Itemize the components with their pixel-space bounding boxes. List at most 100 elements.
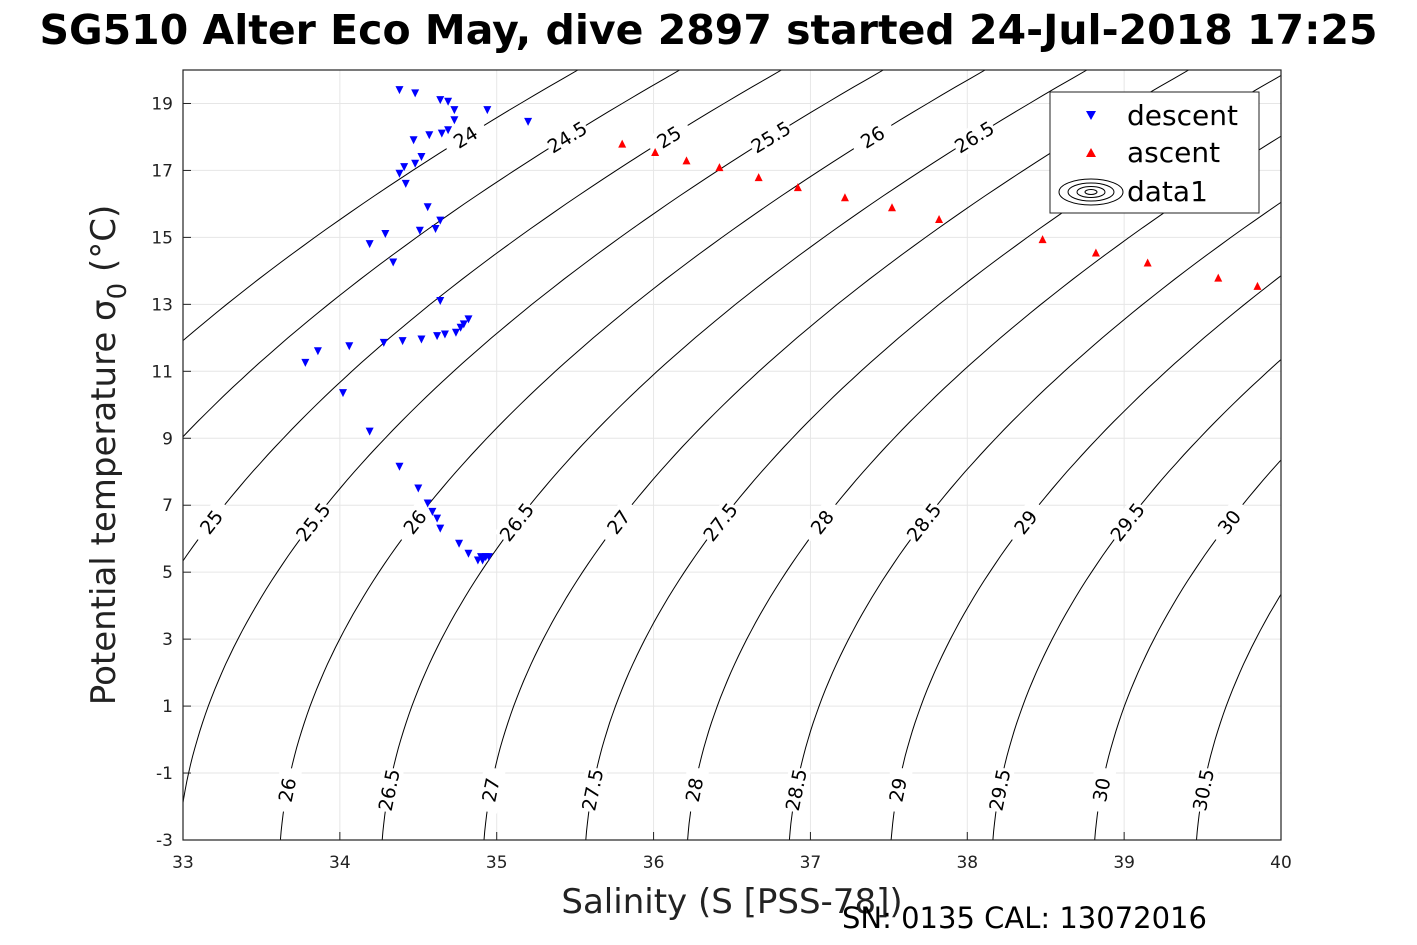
- legend-marker-ascent: [1086, 148, 1096, 157]
- contour-label-bg: [494, 497, 539, 547]
- data-point-ascent: [887, 203, 896, 212]
- data-point-ascent: [1214, 273, 1223, 282]
- data-point-descent: [440, 330, 449, 339]
- density-contour-labels: 24 24.5 252525.525.526262626.526.526.52727…: [188, 116, 1252, 814]
- data-point-descent: [409, 136, 418, 145]
- y-tick-label: 19: [151, 94, 173, 114]
- y-tick-label: -1: [156, 764, 173, 784]
- contour-label-bg: [188, 497, 234, 547]
- data-point-descent: [444, 97, 453, 106]
- data-point-ascent: [1253, 281, 1262, 290]
- data-point-descent: [456, 323, 465, 332]
- data-point-ascent: [618, 139, 627, 148]
- contour-label-bg: [1187, 766, 1219, 814]
- contour-label-bg: [440, 116, 490, 158]
- data-point-descent: [433, 332, 442, 341]
- data-point-ascent: [840, 193, 849, 202]
- y-tick-label: 15: [151, 228, 173, 248]
- x-tick-label: 34: [329, 853, 351, 873]
- legend-item-ascent: ascent: [1086, 136, 1220, 169]
- chart-title: SG510 Alter Eco May, dive 2897 started 2…: [0, 6, 1417, 54]
- legend-label-ascent: ascent: [1127, 136, 1220, 169]
- data-point-descent: [411, 89, 420, 98]
- x-tick-label: 40: [1270, 853, 1292, 873]
- y-tick-label: 13: [151, 295, 173, 315]
- legend-label-descent: descent: [1127, 99, 1238, 132]
- contour-label-bg: [984, 766, 1015, 814]
- data-point-ascent: [793, 183, 802, 192]
- contour-label-bg: [949, 116, 999, 158]
- legend-marker-descent: [1086, 111, 1096, 120]
- data-point-descent: [400, 163, 409, 172]
- data-point-descent: [395, 462, 404, 471]
- density-contour: [381, 70, 1088, 840]
- x-tick-label: 39: [1113, 853, 1135, 873]
- contour-label-bg: [697, 497, 743, 547]
- data-point-descent: [455, 539, 464, 548]
- data-point-descent: [464, 315, 473, 324]
- density-contour: [788, 201, 1281, 840]
- contour-label: 25.5: [292, 499, 335, 546]
- density-contour: [183, 70, 579, 342]
- legend-contour-icon: [1058, 178, 1124, 206]
- data-point-descent: [417, 335, 426, 344]
- data-point-ascent: [935, 214, 944, 223]
- data-points: [301, 86, 1262, 565]
- data-point-ascent: [682, 156, 691, 165]
- data-point-descent: [451, 328, 460, 337]
- contour-label-bg: [290, 497, 336, 547]
- data-point-descent: [450, 116, 459, 125]
- data-point-descent: [417, 153, 426, 162]
- data-point-descent: [414, 484, 423, 493]
- density-contour: [1399, 53, 1417, 856]
- data-point-descent: [444, 126, 453, 135]
- contour-label: 26.5: [496, 499, 539, 546]
- data-point-descent: [381, 230, 390, 239]
- contour-label-bg: [373, 766, 404, 814]
- data-point-descent: [423, 203, 432, 212]
- data-point-descent: [345, 342, 354, 351]
- data-point-descent: [478, 556, 487, 565]
- data-point-ascent: [754, 173, 763, 182]
- density-contour: [1094, 459, 1281, 840]
- contour-label: 28: [682, 776, 708, 804]
- x-tick-label: 33: [172, 853, 194, 873]
- data-point-descent: [365, 427, 374, 436]
- data-point-descent: [313, 347, 322, 356]
- contour-label: 29.5: [1106, 499, 1149, 546]
- data-point-descent: [425, 131, 434, 140]
- data-point-descent: [436, 297, 445, 305]
- data-point-descent: [398, 337, 407, 346]
- data-point-descent: [436, 96, 445, 105]
- contour-label: 29.5: [985, 767, 1015, 813]
- x-tick-label: 36: [643, 853, 665, 873]
- density-contour: [483, 70, 1190, 840]
- data-point-descent: [395, 86, 404, 95]
- legend-label-data1: data1: [1127, 175, 1208, 208]
- x-tick-label: 37: [800, 853, 822, 873]
- data-point-descent: [395, 169, 404, 178]
- y-tick-label: 7: [162, 496, 173, 516]
- data-point-descent: [301, 358, 310, 367]
- x-axis-ticks: 33 34 35 36 37 38 39 40: [172, 832, 1292, 873]
- data-point-descent: [450, 106, 459, 115]
- y-tick-label: 11: [151, 362, 173, 382]
- contour-label-bg: [475, 766, 506, 814]
- data-point-ascent: [1038, 235, 1047, 244]
- chart-title-text: SG510 Alter Eco May, dive 2897 started 2…: [39, 6, 1378, 54]
- contour-label-bg: [596, 497, 641, 547]
- contour-label-bg: [746, 116, 796, 158]
- density-contour: [183, 70, 681, 438]
- contour-label-bg: [392, 497, 438, 547]
- contour-label-bg: [644, 116, 694, 158]
- contour-label-bg: [1003, 497, 1048, 547]
- contour-label-bg: [678, 766, 710, 814]
- contour-label-bg: [901, 497, 946, 547]
- density-contour: [1195, 593, 1281, 840]
- contour-label-bg: [577, 766, 608, 814]
- contour-label-bg: [1086, 766, 1117, 814]
- legend-item-data1: data1: [1058, 175, 1208, 208]
- data-point-descent: [524, 117, 533, 126]
- data-point-descent: [437, 129, 446, 138]
- x-tick-label: 38: [956, 853, 978, 873]
